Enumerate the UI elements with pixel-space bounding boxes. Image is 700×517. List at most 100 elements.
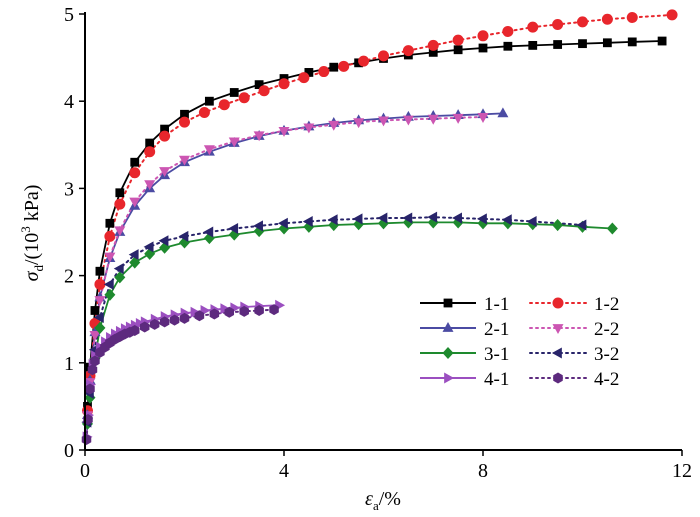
y-tick-label: 0	[64, 440, 74, 462]
data-point-1-2	[626, 11, 638, 23]
data-point-1-2	[198, 107, 210, 119]
legend-item-3-1: 3-1	[420, 344, 509, 365]
data-point-2-2	[378, 116, 389, 127]
data-point-1-2	[238, 92, 250, 104]
series-line-1-2	[86, 13, 674, 412]
data-point-4-2	[254, 304, 264, 316]
data-point-2-2	[104, 252, 116, 263]
data-point-4-2	[90, 355, 100, 367]
legend-marker-2-1	[442, 321, 454, 332]
legend-marker-1-1	[443, 298, 453, 308]
data-point-2-2	[89, 331, 101, 341]
data-point-3-1	[303, 220, 315, 233]
data-point-1-2	[477, 30, 489, 42]
data-point-3-1	[104, 288, 116, 301]
data-point-1-2	[666, 9, 678, 21]
data-point-3-2	[253, 220, 263, 232]
data-point-4-1	[135, 318, 146, 330]
data-point-3-1	[402, 216, 414, 229]
data-point-1-1	[304, 68, 314, 77]
y-tick-label: 1	[64, 353, 74, 375]
data-point-4-2	[85, 383, 95, 395]
data-point-4-2	[194, 310, 205, 322]
data-point-3-2	[203, 226, 214, 238]
data-point-3-2	[476, 213, 487, 225]
legend-label: 2-1	[484, 319, 509, 340]
data-point-2-2	[353, 118, 365, 129]
data-point-1-2	[258, 85, 270, 97]
data-point-1-1	[95, 266, 105, 276]
legend-marker-4-1	[444, 372, 455, 384]
data-point-3-2	[327, 214, 338, 226]
data-point-1-1	[627, 37, 637, 47]
data-point-1-2	[159, 130, 171, 142]
y-tick-label: 5	[64, 4, 74, 26]
data-point-3-2	[103, 278, 114, 290]
data-point-1-1	[602, 38, 612, 48]
data-point-3-1	[253, 225, 265, 238]
data-point-3-2	[402, 212, 413, 224]
legend-label: 3-2	[594, 344, 619, 365]
data-point-1-2	[427, 39, 439, 51]
legend-item-2-2: 2-2	[529, 319, 619, 340]
legend-label: 1-1	[484, 294, 509, 315]
data-point-3-2	[377, 212, 388, 224]
data-point-3-2	[277, 217, 288, 229]
legend-item-1-2: 1-2	[529, 294, 619, 315]
data-point-1-2	[378, 50, 389, 62]
data-point-3-2	[93, 311, 104, 323]
series-line-2-2	[86, 115, 484, 417]
legend-marker-4-2	[553, 372, 563, 384]
y-axis-title: σd/(103 kPa)	[18, 185, 46, 282]
data-point-1-2	[601, 13, 613, 25]
data-point-1-1	[503, 41, 513, 51]
legend-label: 3-1	[484, 344, 509, 365]
x-axis-unit: /%	[379, 488, 401, 510]
data-point-1-2	[527, 21, 539, 33]
data-point-3-2	[143, 241, 154, 253]
y-ticks: 0 1 2 3 4 5	[64, 4, 85, 462]
data-point-1-2	[129, 167, 141, 179]
data-point-1-2	[298, 72, 310, 84]
data-point-2-2	[452, 113, 464, 124]
data-point-2-2	[179, 155, 190, 166]
legend-item-2-1: 2-1	[420, 319, 509, 340]
data-point-2-2	[94, 296, 106, 307]
data-point-1-1	[528, 40, 538, 50]
data-point-3-1	[94, 321, 106, 334]
x-axis-symbol: ε	[365, 488, 373, 510]
data-point-1-1	[145, 138, 155, 148]
data-point-2-2	[427, 114, 439, 125]
y-axis-subscript: d	[31, 265, 46, 272]
data-point-2-2	[159, 167, 171, 178]
data-point-4-2	[224, 306, 235, 318]
data-point-3-2	[158, 235, 169, 247]
data-point-3-1	[452, 216, 464, 229]
data-point-4-2	[209, 308, 220, 320]
data-point-3-1	[179, 236, 190, 249]
data-point-1-1	[160, 124, 169, 134]
data-point-1-1	[329, 62, 339, 72]
data-point-1-1	[578, 39, 587, 49]
data-point-1-2	[104, 230, 116, 242]
data-point-1-1	[229, 88, 239, 97]
data-point-1-1	[478, 43, 488, 53]
data-point-4-1	[220, 303, 231, 315]
data-point-3-2	[178, 230, 189, 242]
data-point-2-2	[402, 115, 414, 126]
data-point-1-2	[318, 66, 330, 78]
legend-label: 4-2	[594, 369, 619, 390]
data-point-2-2	[144, 180, 156, 191]
data-point-3-2	[576, 219, 587, 231]
data-point-3-1	[144, 247, 156, 260]
x-axis-title: εa/%	[365, 488, 401, 513]
series-markers	[81, 9, 678, 446]
x-ticks: 0 4 8 12	[80, 450, 692, 482]
data-point-2-2	[114, 226, 126, 237]
y-axis-unit-suffix: kPa)	[21, 185, 43, 227]
data-point-3-2	[452, 212, 462, 224]
legend-label: 4-1	[484, 369, 509, 390]
data-point-1-2	[144, 146, 156, 158]
data-point-2-1	[497, 107, 509, 118]
legend: 1-1 1-2 2-1 2-2 3-1 3-2 4-1 4-2	[420, 294, 619, 390]
